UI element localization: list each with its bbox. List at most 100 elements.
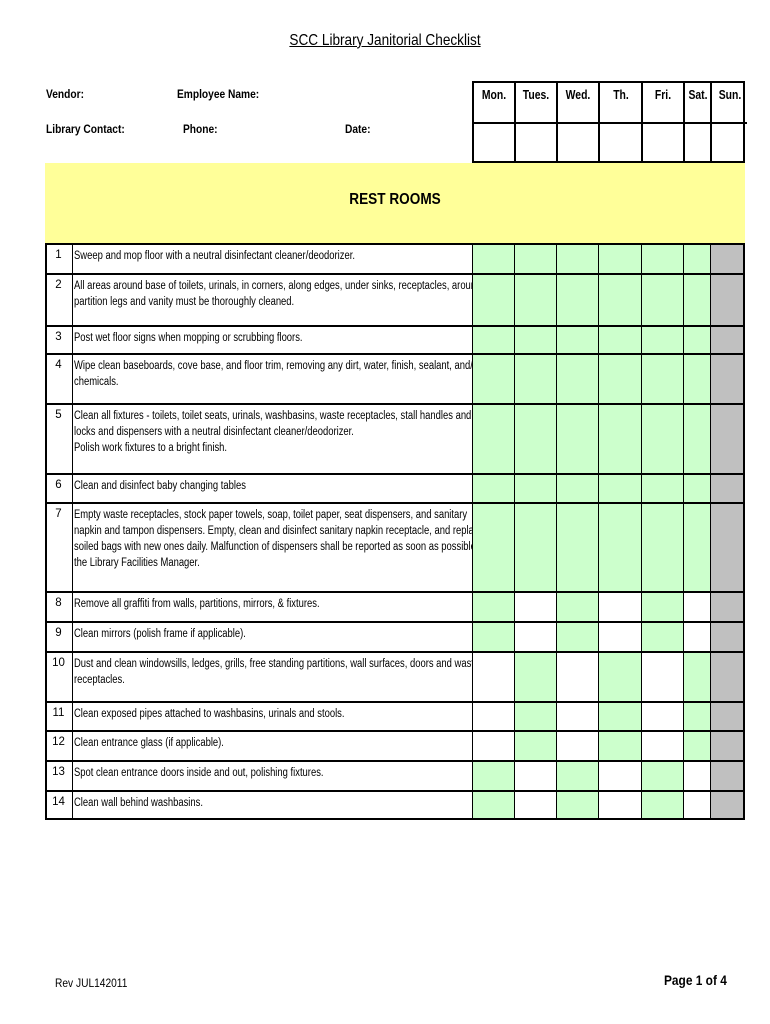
day-check-cell[interactable]: [472, 732, 514, 760]
day-check-cell[interactable]: [641, 762, 683, 790]
day-check-cell[interactable]: [598, 405, 641, 473]
day-date-field[interactable]: [516, 124, 558, 165]
day-check-cell[interactable]: [556, 653, 598, 701]
day-check-cell[interactable]: [472, 405, 514, 473]
day-check-cell[interactable]: [683, 245, 710, 273]
day-check-cell[interactable]: [514, 762, 556, 790]
day-check-cell[interactable]: [683, 327, 710, 353]
day-check-cell[interactable]: [683, 653, 710, 701]
day-check-cell[interactable]: [598, 653, 641, 701]
day-check-cell[interactable]: [556, 593, 598, 621]
day-check-cell[interactable]: [598, 327, 641, 353]
day-check-cell[interactable]: [556, 355, 598, 403]
day-check-cell[interactable]: [472, 327, 514, 353]
day-check-cell[interactable]: [598, 504, 641, 591]
day-check-cell[interactable]: [683, 504, 710, 591]
day-check-cell[interactable]: [683, 475, 710, 502]
day-check-cell[interactable]: [683, 792, 710, 820]
day-check-cell[interactable]: [514, 355, 556, 403]
day-check-cell[interactable]: [683, 355, 710, 403]
column-divider: [72, 732, 73, 760]
day-check-cell[interactable]: [556, 504, 598, 591]
day-check-cell[interactable]: [514, 504, 556, 591]
day-check-cell[interactable]: [556, 703, 598, 730]
day-check-cell[interactable]: [641, 623, 683, 651]
day-check-cell[interactable]: [641, 327, 683, 353]
day-check-cell[interactable]: [556, 327, 598, 353]
day-header-cell: Sat.: [685, 83, 712, 124]
day-check-cell[interactable]: [683, 405, 710, 473]
day-check-cell[interactable]: [641, 245, 683, 273]
day-check-cell[interactable]: [598, 593, 641, 621]
day-check-cell[interactable]: [641, 593, 683, 621]
day-check-cell[interactable]: [514, 593, 556, 621]
day-date-field[interactable]: [685, 124, 712, 165]
day-check-cell[interactable]: [556, 623, 598, 651]
day-date-field[interactable]: [643, 124, 685, 165]
day-check-cell[interactable]: [556, 475, 598, 502]
day-check-cell[interactable]: [598, 355, 641, 403]
day-check-cell[interactable]: [556, 275, 598, 325]
day-check-cell[interactable]: [514, 405, 556, 473]
day-check-cell[interactable]: [556, 792, 598, 820]
day-check-cell[interactable]: [683, 732, 710, 760]
day-check-cell[interactable]: [514, 653, 556, 701]
day-check-cell[interactable]: [556, 732, 598, 760]
day-check-cell[interactable]: [598, 792, 641, 820]
day-date-field[interactable]: [712, 124, 747, 165]
day-check-cell[interactable]: [641, 275, 683, 325]
day-check-cell[interactable]: [514, 792, 556, 820]
task-description: Wipe clean baseboards, cove base, and fl…: [74, 360, 482, 388]
day-check-cell[interactable]: [514, 275, 556, 325]
day-check-cell[interactable]: [598, 475, 641, 502]
day-date-field[interactable]: [474, 124, 516, 165]
day-check-cell[interactable]: [683, 703, 710, 730]
day-check-cell[interactable]: [641, 732, 683, 760]
day-check-cell: [710, 653, 745, 701]
day-check-cell[interactable]: [598, 245, 641, 273]
day-check-cell[interactable]: [598, 623, 641, 651]
row-number: 2: [55, 279, 62, 291]
day-check-cell[interactable]: [598, 732, 641, 760]
day-check-cell[interactable]: [472, 593, 514, 621]
day-check-cell[interactable]: [472, 504, 514, 591]
day-check-cell[interactable]: [514, 623, 556, 651]
day-check-cell[interactable]: [598, 703, 641, 730]
day-check-cell[interactable]: [514, 327, 556, 353]
day-check-cell[interactable]: [472, 792, 514, 820]
day-check-cell[interactable]: [683, 762, 710, 790]
day-check-cell[interactable]: [472, 355, 514, 403]
day-check-cell[interactable]: [514, 732, 556, 760]
day-check-cell[interactable]: [472, 653, 514, 701]
day-check-cell[interactable]: [641, 703, 683, 730]
day-check-cell[interactable]: [556, 405, 598, 473]
day-check-cell[interactable]: [472, 245, 514, 273]
day-check-cell[interactable]: [556, 762, 598, 790]
day-check-cell: [710, 623, 745, 651]
day-check-cell[interactable]: [683, 623, 710, 651]
table-row: 4 Wipe clean baseboards, cove base, and f…: [45, 353, 745, 403]
day-date-field[interactable]: [600, 124, 643, 165]
day-check-cell[interactable]: [556, 245, 598, 273]
day-check-cell[interactable]: [641, 653, 683, 701]
day-check-cell[interactable]: [598, 275, 641, 325]
day-check-cell[interactable]: [641, 792, 683, 820]
day-check-cell[interactable]: [514, 703, 556, 730]
table-row: 7 Empty waste receptacles, stock paper to…: [45, 502, 745, 591]
day-check-cell[interactable]: [472, 275, 514, 325]
day-check-cell[interactable]: [641, 475, 683, 502]
day-check-cell[interactable]: [472, 475, 514, 502]
day-check-cell[interactable]: [514, 475, 556, 502]
day-check-cell[interactable]: [641, 405, 683, 473]
day-check-cell[interactable]: [472, 762, 514, 790]
task-description: Clean exposed pipes attached to washbasi…: [74, 708, 345, 720]
day-check-cell[interactable]: [641, 504, 683, 591]
day-check-cell[interactable]: [641, 355, 683, 403]
day-check-cell[interactable]: [472, 703, 514, 730]
day-check-cell[interactable]: [598, 762, 641, 790]
day-check-cell[interactable]: [683, 593, 710, 621]
day-check-cell[interactable]: [683, 275, 710, 325]
day-check-cell[interactable]: [472, 623, 514, 651]
day-check-cell[interactable]: [514, 245, 556, 273]
day-date-field[interactable]: [558, 124, 600, 165]
